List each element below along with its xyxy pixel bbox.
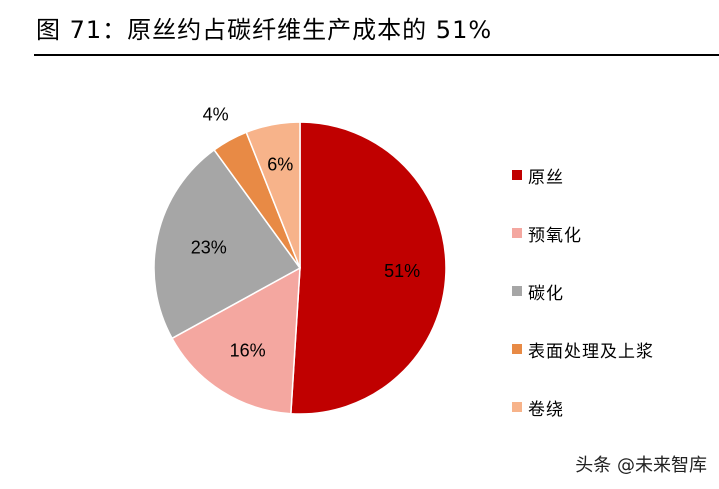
legend-item: 表面处理及上浆	[512, 320, 654, 378]
legend: 原丝预氧化碳化表面处理及上浆 卷绕	[512, 146, 654, 436]
figure-title: 图 71：原丝约占碳纤维生产成本的 51%	[36, 16, 493, 44]
pie-slice-3	[153, 148, 302, 340]
watermark: 头条 @未来智库	[575, 455, 707, 476]
legend-label: 碳化	[528, 283, 564, 304]
legend-label: 原丝	[528, 167, 564, 188]
slice-percent-label: 51%	[384, 261, 420, 281]
pie-slice-5	[245, 121, 301, 269]
title-divider	[34, 54, 719, 56]
slice-percent-label: 4%	[203, 104, 229, 124]
legend-label: 卷绕	[528, 399, 564, 420]
slice-percent-label: 23%	[191, 238, 227, 258]
legend-swatch	[512, 286, 522, 296]
pie-slice-1	[290, 121, 447, 415]
legend-label: 预氧化	[528, 225, 582, 246]
slice-percent-label: 16%	[230, 341, 266, 361]
legend-item: 碳化	[512, 262, 654, 320]
legend-swatch	[512, 228, 522, 238]
legend-swatch	[512, 170, 522, 180]
legend-swatch	[512, 402, 522, 412]
legend-item: 原丝	[512, 146, 654, 204]
legend-item: 预氧化	[512, 204, 654, 262]
legend-label: 表面处理及上浆	[528, 341, 654, 362]
legend-item: 卷绕	[512, 378, 654, 436]
pie-slice-2	[171, 266, 301, 415]
slice-percent-label: 6%	[267, 155, 293, 175]
legend-swatch	[512, 344, 522, 354]
